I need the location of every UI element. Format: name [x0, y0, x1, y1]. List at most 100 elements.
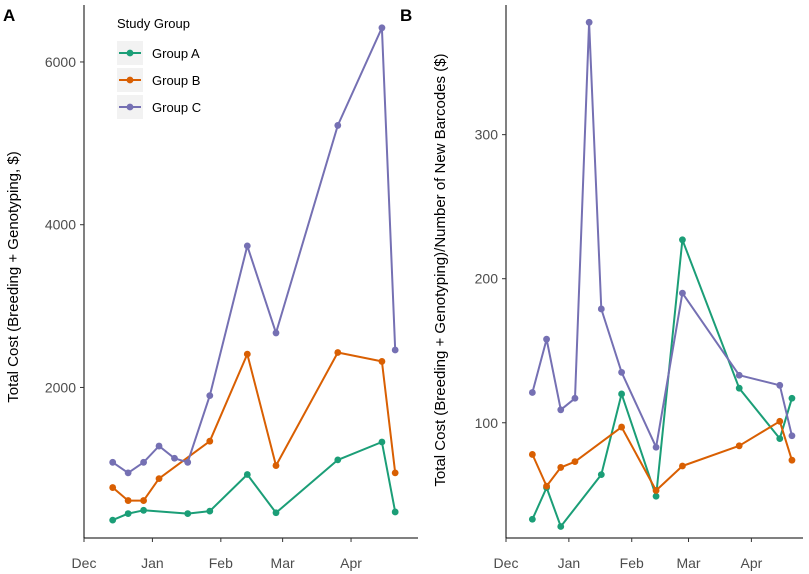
panel-b-group-b-point [528, 451, 536, 458]
panel-a-group-b-point [140, 497, 147, 504]
panel-a-group-c-point [109, 458, 117, 466]
panel-a: A Total Cost (Breeding + Genotyping, $) … [3, 5, 418, 571]
panel-a-y-ticks: 2000 4000 6000 [45, 54, 84, 395]
panel-b-group-b-point [788, 456, 796, 464]
panel-a-group-a-point [272, 509, 280, 517]
panel-a-group-c-line [112, 26, 397, 474]
panel-b-group-c-point [557, 406, 565, 414]
panel-a-group-b-point [272, 462, 280, 469]
panel-b-group-b-point [557, 464, 565, 471]
panel-b-x-tick-label: Apr [740, 555, 762, 571]
panel-b-group-a-point [618, 390, 625, 398]
panel-b-group-c-point [618, 368, 625, 376]
panel-b-group-a-point [735, 384, 743, 392]
panel-b-group-b-point [543, 482, 550, 490]
legend-title: Study Group [117, 16, 190, 31]
panel-b-group-c-line [531, 21, 793, 449]
panel-a-y-axis-title: Total Cost (Breeding + Genotyping, $) [5, 151, 22, 402]
legend: Study Group Group A Group B Group C [117, 16, 201, 119]
panel-b-group-c-point [543, 335, 550, 343]
panel-a-group-b-point [334, 349, 342, 356]
panel-b-label: B [400, 6, 412, 25]
panel-a-x-ticks: Dec Jan Feb Mar Apr [72, 538, 362, 571]
panel-a-group-c-point [272, 329, 280, 337]
panel-a-x-tick-label: Feb [209, 555, 233, 571]
panel-a-group-c-point [155, 442, 163, 450]
panel-b-group-c-point [585, 18, 593, 26]
panel-a-x-tick-label: Jan [141, 555, 164, 571]
panel-a-group-c-point [378, 24, 386, 32]
panel-b-group-a-point [776, 435, 784, 443]
panel-a-group-c-point [124, 469, 132, 477]
panel-a-group-a-point [140, 506, 147, 514]
panel-b-group-c-point [597, 305, 605, 313]
panel-b-group-b-point [735, 442, 743, 450]
panel-b-group-b-point [618, 423, 625, 431]
panel-b-group-c-point [788, 432, 796, 440]
panel-a-plot-area [109, 24, 399, 524]
panel-a-x-tick-label: Apr [340, 555, 362, 571]
panel-a-group-b-point [124, 497, 132, 504]
panel-a-group-b-point [243, 350, 251, 358]
panel-b-group-b-point [571, 458, 579, 466]
legend-key-group-b-point [126, 76, 134, 84]
panel-b-y-axis-title: Total Cost (Breeding + Genotyping)/Numbe… [432, 53, 449, 486]
panel-b-y-ticks: 100 200 300 [475, 127, 506, 431]
panel-b-y-tick-label: 200 [475, 271, 499, 287]
panel-a-group-c-point [243, 242, 251, 250]
panel-a-group-a-line [112, 441, 397, 522]
legend-key-group-a-point [126, 49, 134, 57]
panel-a-group-a-point [109, 516, 117, 524]
panel-a-group-c-point [334, 122, 342, 129]
panel-b-y-tick-label: 100 [475, 415, 499, 431]
panel-b-group-a-point [679, 236, 686, 244]
legend-label-group-a: Group A [152, 46, 200, 61]
panel-a-group-a-point [391, 508, 399, 516]
panel-b-group-a-point [652, 492, 660, 500]
panel-b: B Total Cost (Breeding + Genotyping)/Num… [400, 5, 803, 571]
panel-b-group-c-point [571, 394, 579, 402]
panel-a-x-tick-label: Mar [271, 555, 295, 571]
panel-b-group-b-point [776, 417, 784, 425]
panel-a-group-a-point [334, 456, 342, 464]
panel-a-y-tick-label: 6000 [45, 54, 76, 70]
panel-a-group-b-point [206, 437, 214, 445]
panel-a-group-c-point [391, 346, 399, 354]
panel-b-plot-area [528, 18, 796, 530]
panel-b-group-c-point [528, 389, 536, 396]
panel-b-x-tick-label: Mar [676, 555, 700, 571]
panel-b-group-b-point [652, 487, 660, 494]
panel-b-group-b-line [531, 420, 793, 492]
panel-a-group-c-point [184, 458, 192, 466]
panel-a-group-b-point [155, 475, 163, 482]
panel-a-group-c-point [140, 458, 147, 466]
panel-a-x-tick-label: Dec [72, 555, 97, 571]
panel-b-x-tick-label: Dec [494, 555, 519, 571]
panel-b-x-ticks: Dec Jan Feb Mar Apr [494, 538, 763, 571]
panel-b-x-tick-label: Feb [620, 555, 644, 571]
panel-a-group-a-point [378, 438, 386, 446]
panel-a-y-tick-label: 4000 [45, 217, 76, 233]
panel-a-group-b-point [391, 469, 399, 477]
panel-b-group-b-point [679, 462, 686, 470]
legend-label-group-b: Group B [152, 73, 200, 88]
panel-b-x-tick-label: Jan [558, 555, 581, 571]
panel-b-group-a-point [597, 471, 605, 479]
panel-a-group-a-point [124, 510, 132, 517]
panel-b-group-c-point [679, 289, 686, 297]
panel-a-group-a-point [184, 510, 192, 517]
panel-b-group-a-point [788, 394, 796, 402]
legend-label-group-c: Group C [152, 100, 201, 115]
panel-a-group-a-point [206, 507, 214, 515]
panel-a-group-c-point [171, 454, 178, 462]
panel-a-group-c-point [206, 392, 214, 399]
panel-b-y-tick-label: 300 [475, 127, 499, 143]
panel-a-group-b-point [378, 358, 386, 365]
legend-key-group-c-point [126, 103, 134, 111]
panel-a-group-a-point [243, 471, 251, 478]
panel-b-group-a-line [531, 238, 793, 528]
panel-b-group-c-point [735, 371, 743, 379]
panel-a-y-tick-label: 2000 [45, 379, 76, 395]
legend-items: Group A Group B Group C [117, 41, 201, 119]
